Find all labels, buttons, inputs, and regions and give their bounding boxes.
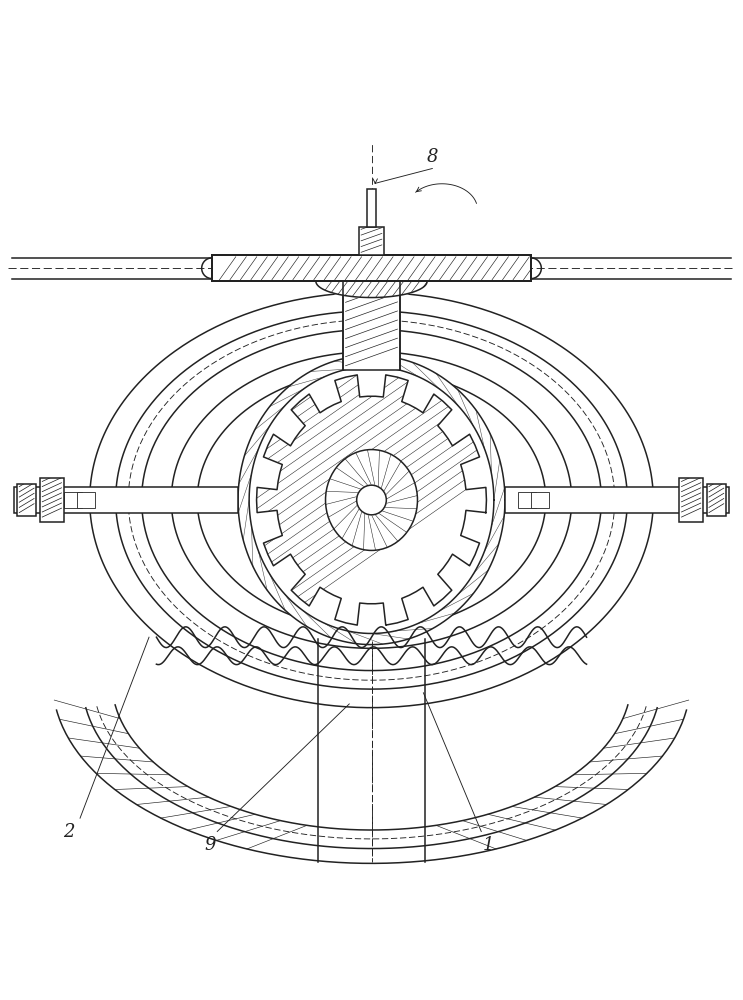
Text: 9: 9 xyxy=(204,836,215,854)
Ellipse shape xyxy=(238,355,505,645)
Bar xyxy=(17,484,36,516)
Bar xyxy=(212,255,531,281)
Polygon shape xyxy=(316,281,427,298)
Bar xyxy=(679,478,703,522)
Bar xyxy=(17,484,36,516)
Circle shape xyxy=(357,485,386,515)
Bar xyxy=(65,492,82,508)
Bar xyxy=(40,478,64,522)
Bar xyxy=(707,484,726,516)
Bar xyxy=(707,484,726,516)
Ellipse shape xyxy=(325,450,418,550)
Bar xyxy=(40,478,64,522)
Polygon shape xyxy=(256,375,487,625)
Bar xyxy=(368,189,375,227)
Bar xyxy=(359,227,384,255)
Bar xyxy=(505,487,729,513)
Bar xyxy=(343,281,400,370)
Bar xyxy=(531,492,549,508)
Text: 2: 2 xyxy=(63,823,75,841)
Polygon shape xyxy=(316,281,427,298)
Bar xyxy=(77,492,95,508)
Bar xyxy=(14,487,238,513)
Bar xyxy=(359,227,384,255)
Bar xyxy=(679,478,703,522)
Bar xyxy=(519,492,536,508)
Text: 1: 1 xyxy=(483,836,494,854)
Text: 8: 8 xyxy=(426,148,438,166)
Bar xyxy=(343,281,400,370)
Bar xyxy=(212,255,531,281)
